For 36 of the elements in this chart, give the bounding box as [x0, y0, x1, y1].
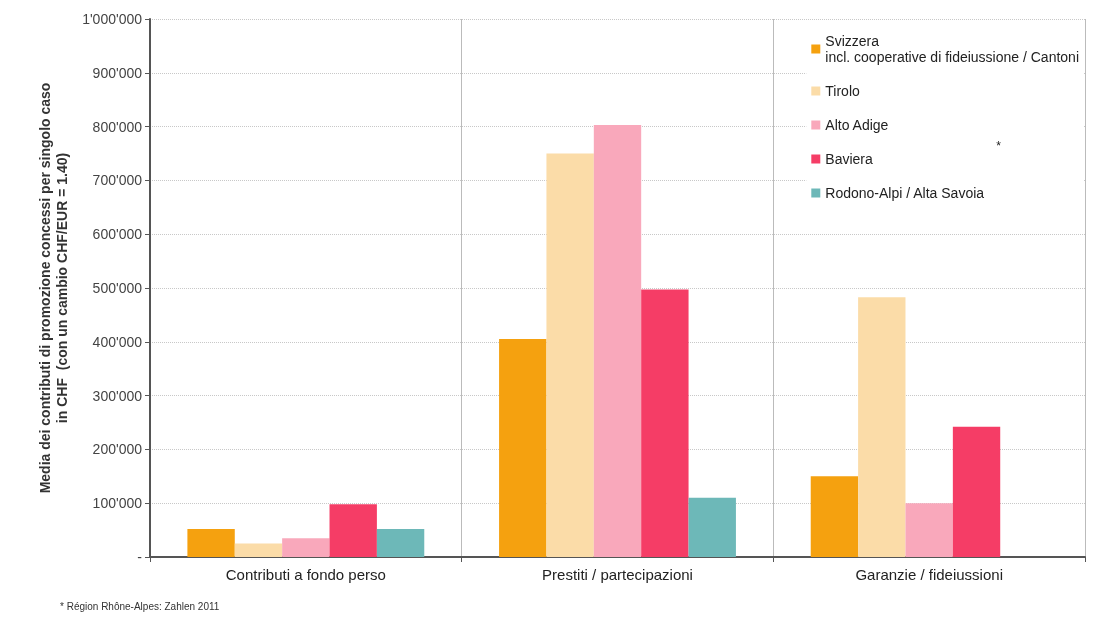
y-tick-label: 500'000: [92, 280, 143, 296]
legend-label: Svizzera incl. cooperative di fideiussione / Cantoni: [825, 33, 1079, 65]
legend-label: Tirolo: [825, 83, 860, 99]
y-axis-title: Media dei contributi di promozione concessi per singolo caso in CHF (con un cambio CHF/EUR = 1.40): [36, 82, 70, 494]
legend-label: Baviera: [825, 151, 873, 167]
y-tick-label: 600'000: [92, 226, 143, 243]
y-tick-label: 900'000: [92, 64, 143, 81]
y-tick-label: 700'000: [92, 172, 143, 189]
bar: [858, 297, 906, 557]
bar: [688, 497, 736, 557]
bar: [905, 503, 953, 557]
bar: [810, 476, 859, 557]
y-tick-label: 100'000: [92, 495, 143, 512]
y-tick-label: 200'000: [92, 441, 143, 458]
y-tick-label: 1'000'000: [82, 11, 143, 27]
x-tick-label: Contributi a fondo perso: [225, 566, 386, 583]
bar: [952, 426, 1001, 557]
bar: [234, 543, 283, 557]
text: * Région Rhône-Alpes: Zahlen 2011: [60, 600, 220, 612]
bar: [282, 538, 330, 557]
bar: [593, 124, 642, 557]
bar: [329, 504, 377, 557]
bar: [187, 529, 235, 557]
bar: [499, 339, 547, 557]
x-tick-label: Prestiti / partecipazioni: [542, 566, 693, 583]
y-tick-label: 800'000: [92, 118, 143, 135]
annotation: *: [996, 139, 1002, 153]
y-tick-label: 300'000: [92, 387, 143, 404]
x-tick-label: Garanzie / fideiussioni: [855, 566, 1003, 583]
bar: [376, 529, 425, 557]
legend-label: Alto Adige: [825, 117, 889, 133]
bar: [641, 289, 689, 557]
y-tick-label: 400'000: [92, 333, 143, 350]
legend-label: Rodono-Alpi / Alta Savoia: [825, 185, 985, 201]
y-tick-label: -: [137, 549, 143, 565]
bar: [546, 153, 594, 557]
